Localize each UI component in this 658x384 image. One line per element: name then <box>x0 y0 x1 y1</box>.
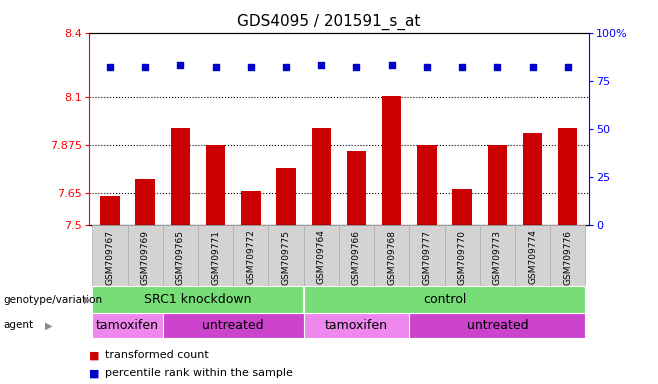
Text: transformed count: transformed count <box>105 350 209 360</box>
Text: tamoxifen: tamoxifen <box>325 319 388 332</box>
Bar <box>268 225 303 286</box>
Bar <box>480 225 515 286</box>
Bar <box>206 145 225 225</box>
Text: genotype/variation: genotype/variation <box>3 295 103 305</box>
Point <box>105 64 115 70</box>
Point <box>563 64 573 70</box>
Bar <box>515 225 550 286</box>
Text: ■: ■ <box>89 350 99 360</box>
Text: GSM709769: GSM709769 <box>141 230 149 285</box>
Point <box>422 64 432 70</box>
Text: GSM709771: GSM709771 <box>211 230 220 285</box>
Bar <box>100 196 120 225</box>
Point <box>281 64 291 70</box>
Bar <box>241 190 261 225</box>
Text: untreated: untreated <box>467 319 528 332</box>
Text: GSM709775: GSM709775 <box>282 230 291 285</box>
Text: ■: ■ <box>89 368 99 378</box>
Bar <box>409 225 445 286</box>
Bar <box>409 313 586 338</box>
Bar <box>136 179 155 225</box>
Bar <box>374 225 409 286</box>
Bar <box>276 168 295 225</box>
Bar <box>417 145 437 225</box>
Bar <box>170 127 190 225</box>
Text: ▶: ▶ <box>84 295 91 305</box>
Text: GSM709774: GSM709774 <box>528 230 537 285</box>
Text: GSM709776: GSM709776 <box>563 230 572 285</box>
Bar <box>312 127 331 225</box>
Bar <box>550 225 586 286</box>
Bar <box>523 133 542 225</box>
Bar <box>163 313 303 338</box>
Point <box>140 64 151 70</box>
Text: untreated: untreated <box>203 319 264 332</box>
Bar <box>558 127 578 225</box>
Text: GSM709768: GSM709768 <box>387 230 396 285</box>
Point <box>351 64 362 70</box>
Text: GSM709777: GSM709777 <box>422 230 432 285</box>
Bar <box>303 313 409 338</box>
Point <box>457 64 467 70</box>
Text: GSM709773: GSM709773 <box>493 230 502 285</box>
Text: GSM709766: GSM709766 <box>352 230 361 285</box>
Point <box>175 62 186 68</box>
Bar <box>347 151 366 225</box>
Bar <box>303 225 339 286</box>
Bar <box>163 225 198 286</box>
Bar <box>303 286 586 313</box>
Text: GSM709772: GSM709772 <box>246 230 255 285</box>
Text: GSM709767: GSM709767 <box>105 230 114 285</box>
Bar <box>488 145 507 225</box>
Text: GDS4095 / 201591_s_at: GDS4095 / 201591_s_at <box>238 13 420 30</box>
Point <box>386 62 397 68</box>
Point <box>245 64 256 70</box>
Bar <box>198 225 233 286</box>
Bar <box>453 189 472 225</box>
Text: control: control <box>423 293 467 306</box>
Bar <box>92 286 303 313</box>
Point <box>316 62 326 68</box>
Bar <box>92 313 163 338</box>
Bar <box>92 225 128 286</box>
Text: SRC1 knockdown: SRC1 knockdown <box>144 293 252 306</box>
Bar <box>233 225 268 286</box>
Point <box>527 64 538 70</box>
Bar <box>382 96 401 225</box>
Bar <box>445 225 480 286</box>
Text: tamoxifen: tamoxifen <box>96 319 159 332</box>
Bar <box>128 225 163 286</box>
Point <box>492 64 503 70</box>
Text: GSM709764: GSM709764 <box>316 230 326 285</box>
Bar <box>339 225 374 286</box>
Text: agent: agent <box>3 320 34 331</box>
Point <box>211 64 221 70</box>
Text: ▶: ▶ <box>45 320 52 331</box>
Text: percentile rank within the sample: percentile rank within the sample <box>105 368 293 378</box>
Text: GSM709770: GSM709770 <box>457 230 467 285</box>
Text: GSM709765: GSM709765 <box>176 230 185 285</box>
